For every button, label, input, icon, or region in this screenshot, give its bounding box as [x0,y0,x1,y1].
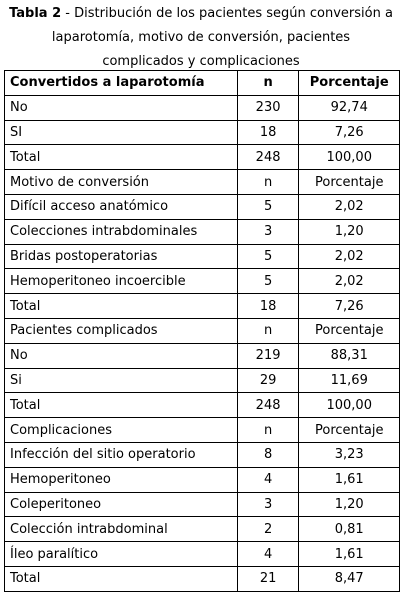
table-row: Infección del sitio operatorio 8 3,23 [4,441,400,468]
table-row: Total 248 100,00 [4,392,400,419]
row-n-cell: n [236,169,300,195]
table-row: Motivo de conversión n Porcentaje [4,169,400,195]
row-n-cell: n [236,317,300,344]
table-row: Complicaciones n Porcentaje [4,417,400,443]
table-row: No 230 92,74 [4,94,400,121]
row-percentage-cell: 2,02 [298,243,400,270]
row-percentage-cell: 100,00 [298,392,400,419]
row-label-cell: Total [4,565,238,592]
row-percentage-cell: 3,23 [298,441,400,468]
row-percentage-cell: 7,26 [298,119,400,146]
table-row: Hemoperitoneo 4 1,61 [4,466,400,493]
row-n-cell: 3 [236,218,300,245]
row-label-cell: Bridas postoperatorias [4,243,238,270]
row-n-cell: 219 [236,342,300,369]
row-percentage-cell: 7,26 [298,293,400,319]
caption-label: Tabla 2 [9,6,62,21]
row-label-cell: Si [4,367,238,394]
row-percentage-cell: 88,31 [298,342,400,369]
row-percentage-cell: 1,20 [298,491,400,518]
table-row: Bridas postoperatorias 5 2,02 [4,243,400,270]
table-row: Total 248 100,00 [4,144,400,171]
row-n-cell: 8 [236,441,300,468]
row-label-cell: No [4,342,238,369]
caption-line-3: complicados y complicaciones [102,54,300,69]
row-n-cell: 18 [236,119,300,146]
row-label-cell: Colecciones intrabdominales [4,218,238,245]
row-n-cell: 4 [236,466,300,493]
row-percentage-cell: 92,74 [298,94,400,121]
row-label-cell: Coleperitoneo [4,491,238,518]
row-percentage-cell: 2,02 [298,268,400,295]
table-row: SI 18 7,26 [4,119,400,146]
row-label-cell: Difícil acceso anatómico [4,193,238,220]
row-n-cell: 3 [236,491,300,518]
table-row: Pacientes complicados n Porcentaje [4,317,400,344]
row-percentage-cell: 2,02 [298,193,400,220]
row-percentage-cell: Porcentaje [298,317,400,344]
row-n-cell: 5 [236,243,300,270]
table-row: Total 21 8,47 [4,565,400,592]
table-row: Colecciones intrabdominales 3 1,20 [4,218,400,245]
row-n-cell: 5 [236,193,300,220]
table-body: No 230 92,74 SI 18 7,26 Total 248 100,00 Motivo d… [4,94,400,592]
row-label-cell: Motivo de conversión [4,169,238,195]
table-row: Difícil acceso anatómico 5 2,02 [4,193,400,220]
row-label-cell: Complicaciones [4,417,238,443]
row-label-cell: Colección intrabdominal [4,516,238,543]
table-header-row: Convertidos a laparotomía n Porcentaje [4,70,400,96]
table-caption: Tabla 2 - Distribución de los pacientes … [0,0,402,74]
table-row: Hemoperitoneo incoercible 5 2,02 [4,268,400,295]
row-label-cell: Íleo paralítico [4,541,238,567]
row-percentage-cell: Porcentaje [298,169,400,195]
header-percentage: Porcentaje [298,70,400,96]
row-n-cell: 5 [236,268,300,295]
header-converted: Convertidos a laparotomía [4,70,238,96]
table-row: Si 29 11,69 [4,367,400,394]
caption-dash: - [61,6,75,21]
caption-line-2: laparotomía, motivo de conversión, pacie… [51,30,351,45]
row-label-cell: Total [4,293,238,319]
caption-line-1: Tabla 2 - Distribución de los pacientes … [0,2,402,26]
row-label-cell: Infección del sitio operatorio [4,441,238,468]
row-n-cell: 2 [236,516,300,543]
table-row: Coleperitoneo 3 1,20 [4,491,400,518]
row-label-cell: No [4,94,238,121]
row-label-cell: SI [4,119,238,146]
row-percentage-cell: 0,81 [298,516,400,543]
table-row: Íleo paralítico 4 1,61 [4,541,400,567]
row-percentage-cell: 11,69 [298,367,400,394]
row-n-cell: 4 [236,541,300,567]
table-row: No 219 88,31 [4,342,400,369]
row-n-cell: 248 [236,392,300,419]
row-label-cell: Pacientes complicados [4,317,238,344]
row-n-cell: 18 [236,293,300,319]
caption-text-1: Distribución de los pacientes según conv… [74,6,393,21]
table-row: Colección intrabdominal 2 0,81 [4,516,400,543]
row-label-cell: Hemoperitoneo incoercible [4,268,238,295]
table-row: Total 18 7,26 [4,293,400,319]
row-percentage-cell: Porcentaje [298,417,400,443]
data-table: Convertidos a laparotomía n Porcentaje N… [4,70,400,592]
header-n: n [236,70,300,96]
row-n-cell: n [236,417,300,443]
row-percentage-cell: 1,20 [298,218,400,245]
row-n-cell: 29 [236,367,300,394]
row-label-cell: Total [4,144,238,171]
row-n-cell: 230 [236,94,300,121]
row-label-cell: Hemoperitoneo [4,466,238,493]
row-percentage-cell: 1,61 [298,466,400,493]
row-percentage-cell: 100,00 [298,144,400,171]
row-label-cell: Total [4,392,238,419]
row-n-cell: 21 [236,565,300,592]
row-percentage-cell: 1,61 [298,541,400,567]
row-n-cell: 248 [236,144,300,171]
row-percentage-cell: 8,47 [298,565,400,592]
